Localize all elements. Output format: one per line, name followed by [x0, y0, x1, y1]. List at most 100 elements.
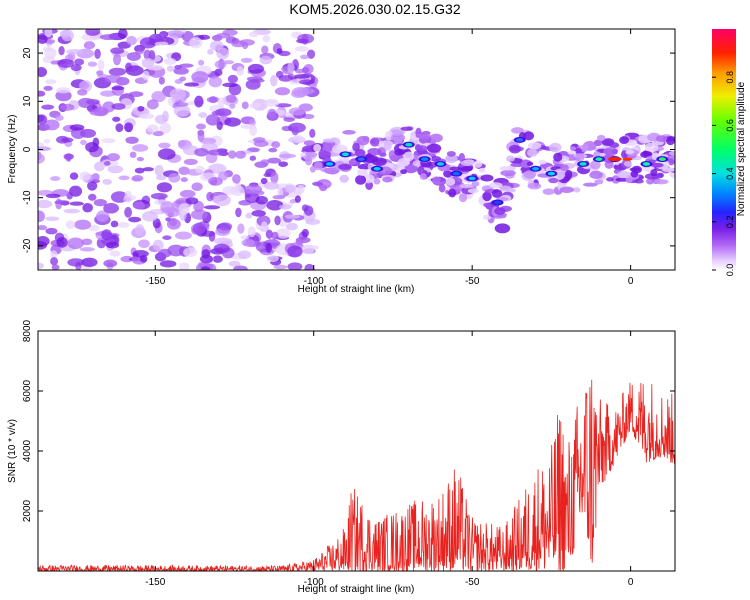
heatmap-trace-cell — [615, 177, 629, 182]
heatmap-noise-cell — [38, 225, 48, 231]
heatmap-noise-cell — [159, 122, 171, 134]
heatmap-noise-cell — [77, 89, 88, 96]
heatmap-noise-cell — [278, 161, 289, 167]
heatmap-noise-cell — [198, 112, 208, 118]
heatmap-noise-cell — [275, 70, 284, 79]
heatmap-trace-cell — [354, 148, 366, 157]
heatmap-noise-cell — [185, 197, 199, 205]
heatmap-hot-core — [532, 166, 540, 171]
heatmap-noise-cell — [249, 31, 259, 38]
heatmap-noise-cell — [99, 90, 116, 97]
snr-panel: -150 -100 -50 0 2000 4000 6000 8000 Height of … — [7, 319, 676, 595]
heatmap-noise-cell — [102, 178, 113, 185]
heatmap-trace-cell — [491, 189, 503, 198]
heatmap-noise-cell — [295, 68, 306, 74]
heatmap-noise-cell — [292, 135, 305, 143]
heatmap-trace-cell — [582, 182, 598, 187]
heatmap-noise-cell — [45, 79, 57, 85]
heatmap-noise-cell — [152, 239, 164, 251]
heatmap-noise-cell — [139, 37, 157, 49]
heatmap-trace-cell — [655, 135, 668, 142]
heatmap-noise-cell — [214, 60, 227, 69]
heatmap-noise-cell — [271, 141, 281, 148]
heatmap-trace-cell — [390, 133, 406, 142]
heatmap-noise-cell — [57, 58, 75, 68]
heatmap-trace-cell — [523, 131, 535, 141]
heatmap-noise-cell — [81, 238, 93, 246]
heatmap-noise-cell — [65, 153, 72, 162]
heatmap-noise-cell — [128, 91, 144, 98]
spectrogram-heatmap — [38, 29, 675, 270]
heatmap-noise-cell — [179, 262, 190, 270]
heatmap-noise-cell — [93, 198, 107, 207]
heatmap-noise-cell — [152, 218, 161, 229]
heatmap-noise-cell — [101, 138, 116, 144]
heatmap-trace-cell — [619, 136, 630, 145]
heatmap-noise-cell — [38, 210, 45, 223]
heatmap-noise-cell — [276, 48, 283, 55]
heatmap-hot-core — [547, 171, 555, 176]
heatmap-trace-cell — [438, 184, 446, 193]
heatmap-noise-cell — [261, 45, 269, 54]
heatmap-noise-cell — [303, 63, 314, 74]
heatmap-noise-cell — [179, 189, 196, 198]
heatmap-noise-cell — [106, 153, 120, 162]
heatmap-noise-cell — [251, 78, 265, 83]
heatmap-trace-cell — [574, 152, 585, 162]
heatmap-noise-cell — [44, 29, 53, 38]
colorbar-tick-label: 0.0 — [725, 264, 735, 277]
heatmap-noise-cell — [268, 147, 278, 153]
heatmap-noise-cell — [112, 116, 121, 122]
heatmap-noise-cell — [107, 165, 124, 174]
heatmap-noise-cell — [141, 211, 158, 222]
snr-ytick-label: 4000 — [22, 439, 33, 462]
heatmap-noise-cell — [125, 136, 139, 144]
heatmap-noise-cell — [142, 167, 154, 172]
heatmap-noise-cell — [297, 184, 305, 194]
heatmap-noise-cell — [142, 70, 150, 81]
heatmap-noise-cell — [38, 114, 48, 125]
heatmap-noise-cell — [259, 55, 273, 65]
heatmap-noise-cell — [183, 158, 198, 166]
heatmap-noise-cell — [49, 250, 58, 258]
heatmap-noise-cell — [241, 101, 249, 110]
heatmap-noise-cell — [65, 220, 75, 230]
heatmap-trace-cell — [412, 159, 423, 167]
heatmap-trace-cell — [527, 182, 542, 190]
heatmap-noise-cell — [274, 215, 281, 226]
heatmap-noise-cell — [217, 97, 225, 109]
heatmap-trace-cell — [446, 150, 456, 157]
heatmap-noise-cell — [139, 113, 155, 120]
heatmap-noise-cell — [253, 140, 269, 147]
heatmap-trace-cell — [506, 188, 516, 193]
heatmap-noise-cell — [117, 222, 130, 228]
heatmap-trace-cell — [478, 167, 486, 173]
heatmap-noise-cell — [38, 34, 48, 44]
heatmap-noise-cell — [50, 257, 58, 266]
heatmap-noise-cell — [113, 53, 122, 66]
heatmap-noise-cell — [162, 110, 169, 123]
heatmap-noise-cell — [222, 82, 238, 88]
heatmap-noise-cell — [203, 205, 221, 210]
heatmap-trace-cell — [506, 155, 515, 162]
heatmap-noise-cell — [275, 228, 291, 239]
heatmap-trace-cell — [356, 135, 370, 146]
heatmap-noise-cell — [296, 38, 309, 44]
heatmap-trace-cell — [339, 174, 349, 183]
heatmap-noise-cell — [85, 141, 99, 153]
heatmap-noise-cell — [143, 49, 151, 60]
heatmap-trace-cell — [483, 214, 492, 220]
heatmap-noise-cell — [195, 165, 205, 174]
heatmap-noise-cell — [296, 87, 315, 95]
heatmap-trace-cell — [338, 156, 350, 162]
heatmap-noise-cell — [38, 66, 48, 78]
heatmap-noise-cell — [69, 201, 84, 206]
heatmap-trace-cell — [419, 173, 427, 180]
heatmap-noise-cell — [236, 65, 244, 76]
heatmap-noise-cell — [74, 58, 85, 66]
heatmap-noise-cell — [38, 90, 46, 97]
heatmap-trace-cell — [589, 170, 603, 179]
heatmap-noise-cell — [43, 138, 51, 144]
heatmap-noise-cell — [304, 263, 315, 270]
